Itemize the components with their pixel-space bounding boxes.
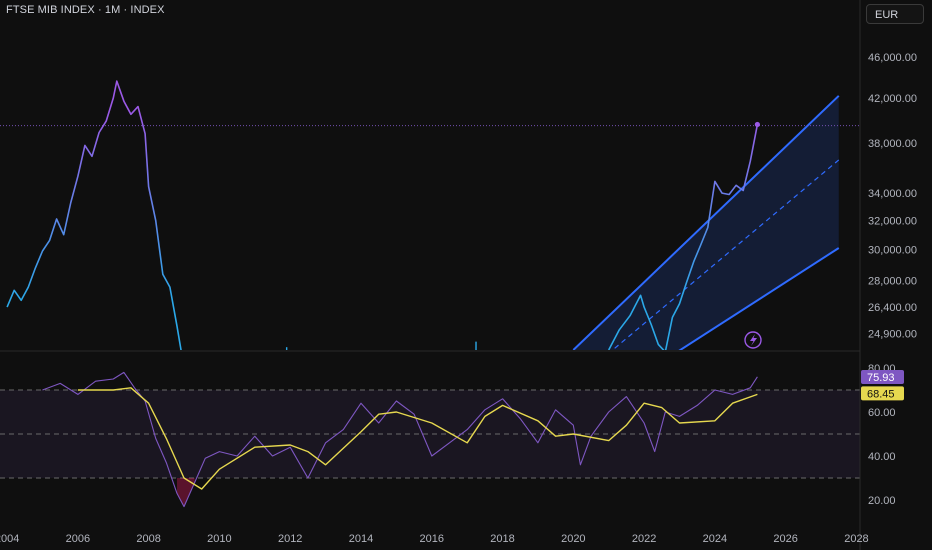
price-series-1 [607, 124, 759, 350]
rsi-line [42, 371, 758, 508]
rsi-oversold-fill [176, 478, 195, 507]
price-tick-label: 32,000.00 [868, 215, 917, 227]
rsi-panel [0, 371, 860, 508]
x-tick-label: 2014 [349, 533, 373, 545]
price-tick-label: 46,000.00 [868, 52, 917, 64]
x-tick-label: 2028 [844, 533, 868, 545]
price-tick-label: 38,000.00 [868, 138, 917, 150]
price-tick-label: 26,400.00 [868, 302, 917, 314]
price-tick-label: 28,000.00 [868, 276, 917, 288]
channel-mid-line [611, 159, 840, 350]
x-tick-label: 2012 [278, 533, 302, 545]
rsi-ma-line [77, 387, 758, 490]
price-tick-label: 30,000.00 [868, 245, 917, 257]
rsi-value-text: 75.93 [867, 372, 895, 384]
rsi-tick-label: 60.00 [868, 407, 896, 419]
currency-selector[interactable]: EUR [866, 4, 924, 24]
price-tick-label: 42,000.00 [868, 93, 917, 105]
channel-upper-line [572, 95, 840, 350]
rsi-tick-label: 20.00 [868, 495, 896, 507]
price-series-0 [6, 80, 182, 350]
channel-fill [573, 95, 839, 350]
x-tick-label: 2020 [561, 533, 585, 545]
rsi-ma-value-label: 68.45 [861, 386, 904, 401]
price-tick-label: 24,900.00 [868, 328, 917, 340]
x-tick-label: 2026 [773, 533, 797, 545]
price-panel [0, 80, 860, 350]
channel-lower-line [678, 247, 840, 350]
x-tick-label: 2010 [207, 533, 231, 545]
x-tick-label: 2018 [490, 533, 514, 545]
x-tick-label: 2008 [136, 533, 160, 545]
last-price-dot [754, 121, 760, 128]
rsi-value-label: 75.93 [861, 369, 904, 384]
rsi-tick-label: 40.00 [868, 451, 896, 463]
rsi-band [0, 390, 860, 478]
chart-title: FTSE MIB INDEX · 1M · INDEX [6, 4, 165, 16]
rsi-ma-value-text: 68.45 [867, 388, 895, 400]
x-tick-label: 2016 [420, 533, 444, 545]
x-tick-label: 2024 [703, 533, 727, 545]
x-tick-label: 2004 [0, 533, 19, 545]
x-tick-label: 2022 [632, 533, 656, 545]
x-tick-label: 2006 [66, 533, 90, 545]
lightning-icon [744, 331, 762, 349]
price-tick-label: 34,000.00 [868, 188, 917, 200]
